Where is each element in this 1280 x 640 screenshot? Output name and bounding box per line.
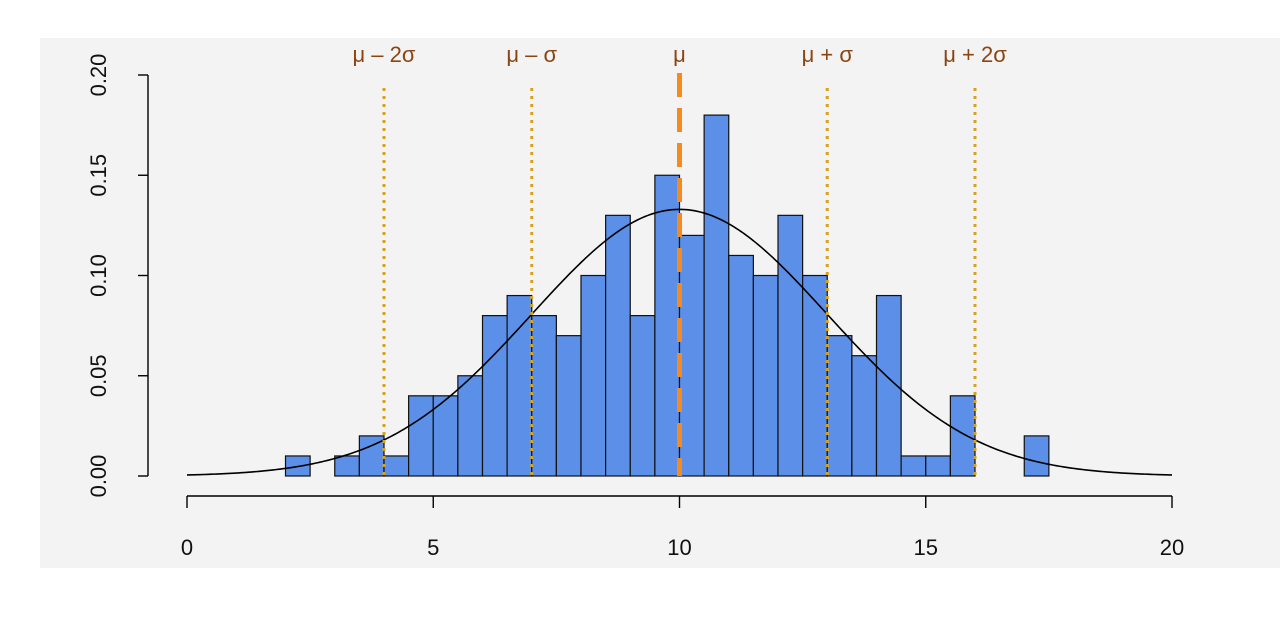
histogram-bar — [334, 455, 360, 477]
histogram-bar — [605, 214, 631, 477]
y-tick-label: 0.10 — [86, 254, 111, 297]
y-tick-label: 0.05 — [86, 354, 111, 397]
axes: 0.00 0.05 0.10 0.15 0.20 0 5 10 15 20 — [86, 54, 1184, 560]
histogram-bar — [555, 335, 582, 477]
reference-line-label: μ – σ — [506, 42, 557, 67]
x-tick-label: 5 — [427, 535, 439, 560]
histogram-bar — [654, 174, 681, 477]
histogram-bar — [531, 315, 557, 477]
histogram-bar — [826, 335, 853, 477]
x-ticks: 0 5 10 15 20 — [181, 496, 1184, 560]
histogram-bar — [457, 375, 484, 477]
histogram-bar — [481, 315, 508, 477]
y-tick-label: 0.15 — [86, 154, 111, 197]
normal-density-curve — [186, 208, 1173, 476]
reference-line-label: μ — [673, 42, 686, 67]
histogram-bar — [408, 395, 434, 477]
histogram-bar — [432, 395, 459, 477]
y-tick-label: 0.20 — [86, 54, 111, 97]
histogram-bar — [949, 395, 976, 477]
x-tick-label: 10 — [667, 535, 691, 560]
histogram-chart: μ – 2σ μ – σ μ μ + σ μ + 2σ 0.00 0.05 0.10 0.15… — [86, 42, 1184, 560]
x-tick-label: 0 — [181, 535, 193, 560]
x-tick-label: 15 — [914, 535, 938, 560]
x-tick-label: 20 — [1160, 535, 1184, 560]
histogram-bar — [851, 355, 878, 477]
histogram-bar — [678, 234, 705, 477]
histogram-bar — [383, 455, 410, 477]
histogram-bar — [629, 315, 656, 477]
reference-line-label: μ + 2σ — [943, 42, 1007, 67]
histogram-bar — [777, 214, 804, 477]
reference-line-label: μ + σ — [802, 42, 854, 67]
histogram-bar — [900, 455, 927, 477]
histogram-bar — [1023, 435, 1050, 477]
histogram-bar — [925, 455, 951, 477]
y-tick-label: 0.00 — [86, 455, 111, 498]
histogram-bars — [284, 114, 1050, 477]
y-ticks: 0.00 0.05 0.10 0.15 0.20 — [86, 54, 148, 498]
plot-area: μ – 2σ μ – σ μ μ + σ μ + 2σ 0.00 0.05 0.10 0.15… — [40, 38, 1280, 568]
histogram-bar — [752, 274, 779, 477]
reference-lines: μ – 2σ μ – σ μ μ + σ μ + 2σ — [353, 42, 1007, 476]
reference-line-label: μ – 2σ — [353, 42, 416, 67]
histogram-bar — [728, 254, 754, 477]
histogram-bar — [506, 294, 533, 477]
histogram-bar — [703, 114, 730, 477]
histogram-bar — [580, 274, 607, 477]
histogram-bar — [802, 274, 828, 477]
